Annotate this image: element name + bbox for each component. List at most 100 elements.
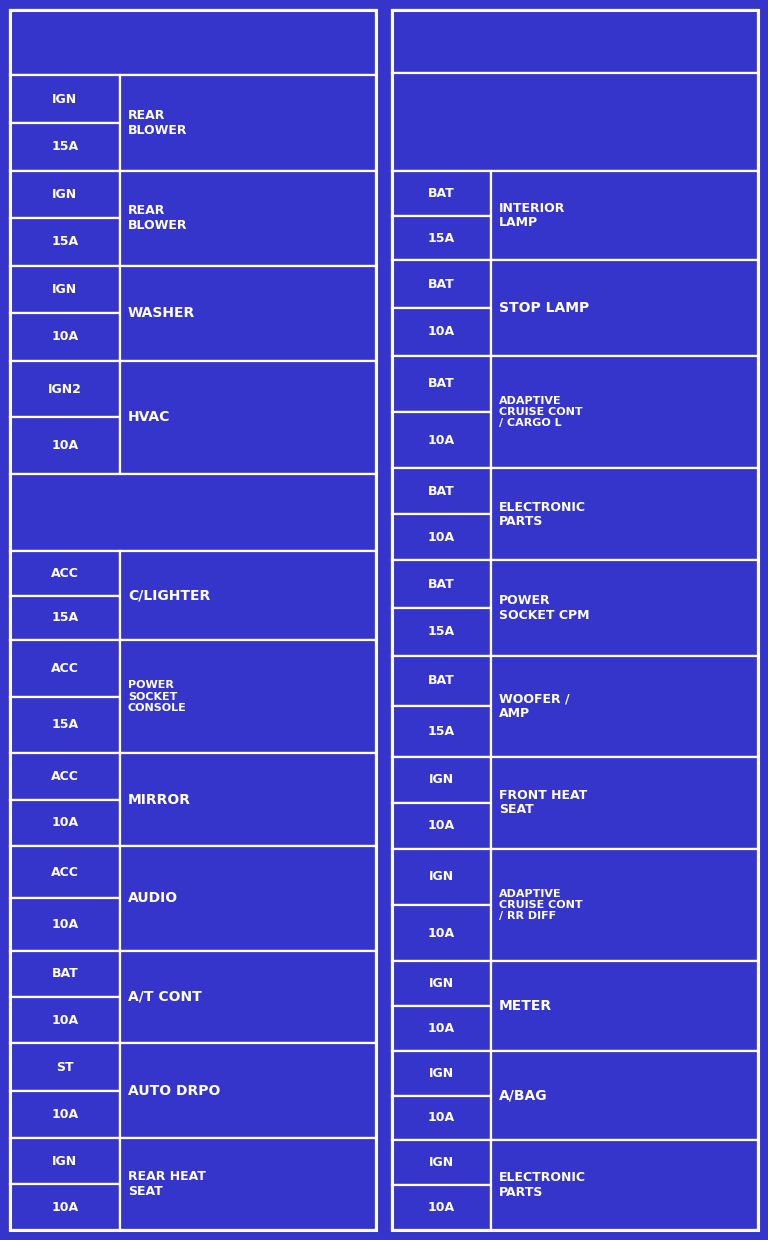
Text: C/LIGHTER: C/LIGHTER [127,589,210,603]
Bar [10,171,120,218]
Text: ADAPTIVE
CRUISE CONT
/ CARGO L: ADAPTIVE CRUISE CONT / CARGO L [499,396,582,428]
Text: BAT: BAT [428,675,455,687]
Bar [120,640,376,753]
Text: 15A: 15A [428,725,455,738]
Text: WASHER: WASHER [127,306,195,320]
Bar [10,361,120,418]
Bar [392,260,491,308]
Bar [120,846,376,951]
Bar [10,951,120,997]
Bar [392,171,491,216]
Bar [392,802,491,848]
Bar [10,10,376,76]
Bar [392,1141,491,1185]
Text: IGN: IGN [52,1154,78,1168]
Text: IGN2: IGN2 [48,382,82,396]
Bar [392,848,491,905]
Text: 10A: 10A [428,434,455,446]
Text: 15A: 15A [51,236,78,248]
Text: ACC: ACC [51,866,79,879]
Bar [392,1006,491,1050]
Bar [120,265,376,361]
Bar [10,640,120,697]
Text: 10A: 10A [428,325,455,339]
Text: A/T CONT: A/T CONT [127,990,201,1004]
Text: POWER
SOCKET CPM: POWER SOCKET CPM [499,594,589,621]
Bar [392,412,491,469]
Text: REAR
BLOWER: REAR BLOWER [127,109,187,136]
Bar [491,469,758,560]
Bar [491,848,758,961]
Text: 10A: 10A [428,820,455,832]
Text: BAT: BAT [428,485,455,497]
Bar [392,706,491,756]
Text: METER: METER [499,999,552,1013]
Bar [392,905,491,961]
Text: IGN: IGN [429,774,454,786]
Text: 10A: 10A [428,1202,455,1214]
Bar [120,76,376,171]
Bar [10,551,120,595]
Text: IGN: IGN [52,187,78,201]
Bar [392,216,491,260]
Text: 15A: 15A [51,718,78,732]
Text: STOP LAMP: STOP LAMP [499,301,589,315]
Bar [120,171,376,265]
Bar [120,951,376,1043]
Text: 10A: 10A [51,1109,78,1121]
Text: AUTO DRPO: AUTO DRPO [127,1084,220,1097]
Bar [392,356,491,412]
Bar [392,961,491,1006]
Text: ADAPTIVE
CRUISE CONT
/ RR DIFF: ADAPTIVE CRUISE CONT / RR DIFF [499,889,582,921]
Text: REAR
BLOWER: REAR BLOWER [127,205,187,232]
Bar [392,756,491,802]
Text: 10A: 10A [51,918,78,931]
Bar [392,515,491,560]
Text: 10A: 10A [51,331,78,343]
Bar [10,1091,120,1138]
Bar [491,961,758,1050]
Text: 10A: 10A [428,926,455,940]
Text: INTERIOR
LAMP: INTERIOR LAMP [499,202,565,229]
Bar [10,697,120,753]
Text: IGN: IGN [52,283,78,296]
Text: 10A: 10A [428,1022,455,1035]
Text: MIRROR: MIRROR [127,792,190,806]
Text: A/BAG: A/BAG [499,1089,548,1102]
Text: ACC: ACC [51,567,79,580]
Bar [392,469,491,515]
Bar [120,753,376,846]
Text: 15A: 15A [51,140,78,154]
Text: 10A: 10A [51,816,78,830]
Text: FRONT HEAT
SEAT: FRONT HEAT SEAT [499,789,587,816]
Bar [10,265,120,314]
Bar [10,418,120,474]
Text: 15A: 15A [428,625,455,639]
Bar [392,10,758,1230]
Text: 10A: 10A [428,531,455,544]
Bar [392,308,491,356]
Bar [491,171,758,260]
Text: ST: ST [56,1060,74,1074]
Bar [491,560,758,656]
Bar [10,474,376,551]
Text: ACC: ACC [51,662,79,675]
Bar [392,10,758,73]
Bar [10,218,120,265]
Bar [10,1184,120,1230]
Bar [491,756,758,848]
Bar [392,1185,491,1230]
Text: AUDIO: AUDIO [127,892,178,905]
Text: BAT: BAT [428,578,455,590]
Text: 15A: 15A [428,232,455,244]
Bar [120,551,376,640]
Bar [491,356,758,469]
Bar [491,1141,758,1230]
Bar [10,846,120,898]
Text: ELECTRONIC
PARTS: ELECTRONIC PARTS [499,1172,586,1199]
Text: IGN: IGN [429,977,454,990]
Bar [120,1138,376,1230]
Bar [10,10,376,1230]
Text: BAT: BAT [428,278,455,290]
Bar [10,314,120,361]
